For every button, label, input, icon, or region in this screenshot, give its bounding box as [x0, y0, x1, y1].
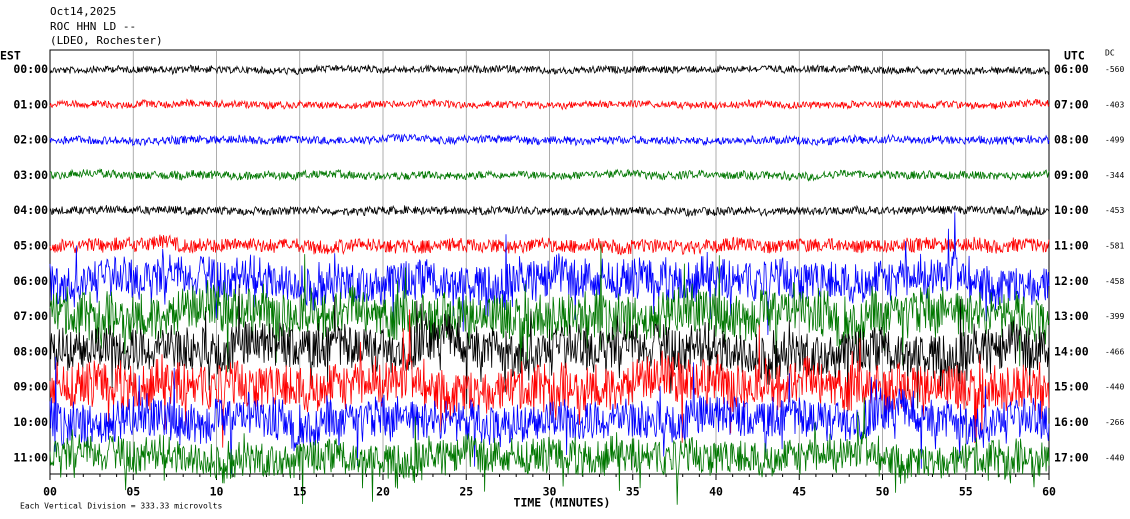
x-tick-label: 10 — [210, 485, 224, 499]
header-date: Oct14,2025 — [50, 5, 116, 18]
dc-value: -440 — [1105, 453, 1124, 462]
utc-label: 14:00 — [1054, 344, 1089, 358]
utc-label: 07:00 — [1054, 97, 1089, 111]
est-label: 01:00 — [13, 97, 48, 111]
seismic-trace — [49, 284, 1050, 412]
x-tick-label: 00 — [43, 485, 57, 499]
seismic-trace — [49, 356, 1050, 475]
dc-value: -499 — [1105, 136, 1124, 145]
est-label: 11:00 — [13, 450, 48, 464]
x-tick-label: 55 — [959, 485, 973, 499]
x-tick-label: 60 — [1042, 485, 1056, 499]
traces — [49, 64, 1050, 505]
x-tick-label: 20 — [376, 485, 390, 499]
est-title: EST — [0, 49, 21, 63]
utc-label: 12:00 — [1054, 274, 1089, 288]
seismic-trace — [49, 133, 1050, 147]
dc-value: -440 — [1105, 383, 1124, 392]
dc-value: -266 — [1105, 418, 1124, 427]
seismic-trace — [49, 204, 1050, 218]
x-tick-label: 05 — [126, 485, 140, 499]
utc-label: 08:00 — [1054, 133, 1089, 147]
utc-label: 10:00 — [1054, 203, 1089, 217]
dc-value: -581 — [1105, 242, 1124, 251]
dc-value: -466 — [1105, 347, 1124, 356]
dc-value: -403 — [1105, 100, 1124, 109]
utc-label: 16:00 — [1054, 415, 1089, 429]
x-tick-label: 40 — [709, 485, 723, 499]
x-tick-label: 30 — [543, 485, 557, 499]
utc-label: 17:00 — [1054, 450, 1089, 464]
seismic-trace — [49, 212, 1050, 336]
est-label: 06:00 — [13, 274, 48, 288]
est-label: 08:00 — [13, 344, 48, 358]
seismic-trace — [49, 98, 1050, 111]
seismic-trace — [49, 234, 1050, 256]
utc-title: UTC — [1064, 49, 1085, 63]
seismic-trace — [49, 64, 1050, 76]
dc-value: -458 — [1105, 277, 1124, 286]
x-axis-title: TIME (MINUTES) — [514, 496, 611, 510]
dc-value: -453 — [1105, 206, 1124, 215]
seismic-trace — [49, 397, 1050, 505]
dc-title: DC — [1105, 49, 1115, 58]
utc-label: 11:00 — [1054, 239, 1089, 253]
est-label: 00:00 — [13, 62, 48, 76]
seismic-trace — [49, 309, 1050, 448]
est-label: 07:00 — [13, 309, 48, 323]
dc-value: -344 — [1105, 171, 1124, 180]
x-tick-label: 45 — [792, 485, 806, 499]
est-label: 10:00 — [13, 415, 48, 429]
utc-label: 15:00 — [1054, 380, 1089, 394]
utc-label: 06:00 — [1054, 62, 1089, 76]
footer-note: Each Vertical Division = 333.33 microvol… — [20, 502, 222, 511]
dc-value: -560 — [1105, 65, 1124, 74]
x-tick-label: 25 — [459, 485, 473, 499]
x-tick-label: 50 — [876, 485, 890, 499]
utc-label: 09:00 — [1054, 168, 1089, 182]
utc-label: 13:00 — [1054, 309, 1089, 323]
seismic-trace — [49, 167, 1050, 182]
est-label: 05:00 — [13, 239, 48, 253]
x-tick-label: 15 — [293, 485, 307, 499]
x-tick-label: 35 — [626, 485, 640, 499]
header-station: ROC HHN LD -- — [50, 20, 136, 33]
header-location: (LDEO, Rochester) — [50, 34, 163, 47]
dc-value: -399 — [1105, 312, 1124, 321]
est-label: 03:00 — [13, 168, 48, 182]
est-label: 04:00 — [13, 203, 48, 217]
est-label: 09:00 — [13, 380, 48, 394]
est-label: 02:00 — [13, 133, 48, 147]
